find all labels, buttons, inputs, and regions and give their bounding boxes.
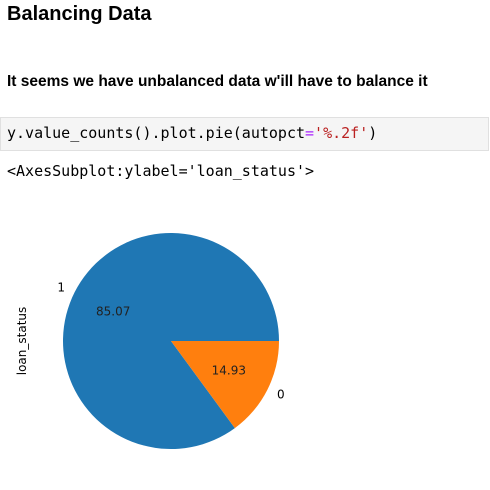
subtitle: It seems we have unbalanced data w'ill h…	[7, 73, 428, 90]
pie-chart-svg: loan_status 1 85.07 0 14.93	[15, 232, 285, 449]
code-call: y.value_counts().plot.pie(autopct	[7, 124, 306, 142]
pie-slice-0	[171, 341, 279, 429]
pie-percent-label-0: 14.93	[212, 363, 246, 377]
cell-output-text: <AxesSubplot:ylabel='loan_status'>	[7, 162, 315, 180]
code-string: '%.2f'	[314, 124, 369, 142]
pie-percent-label-1: 85.07	[96, 305, 130, 319]
code-text: y.value_counts().plot.pie(autopct='%.2f'…	[7, 124, 377, 142]
pie-category-label-0: 0	[277, 388, 285, 402]
code-operator: =	[305, 124, 315, 142]
pie-category-label-1: 1	[57, 280, 65, 294]
y-axis-label: loan_status	[15, 307, 29, 376]
code-cell[interactable]: y.value_counts().plot.pie(autopct='%.2f'…	[0, 117, 489, 151]
pie-slice-1	[62, 232, 279, 449]
section-title: Balancing Data	[7, 3, 152, 25]
pie-chart: loan_status 1 85.07 0 14.93	[0, 205, 320, 485]
code-close-paren: )	[368, 124, 378, 142]
